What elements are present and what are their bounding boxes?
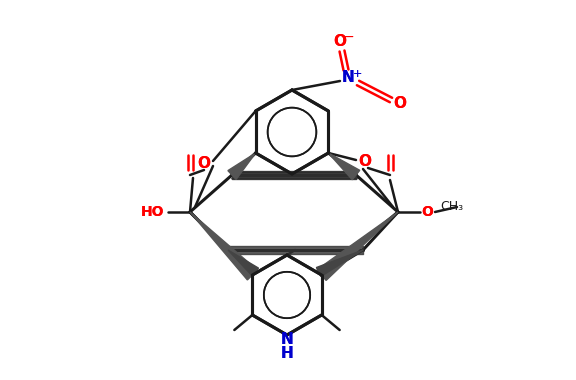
Polygon shape: [317, 212, 398, 280]
Text: −: −: [344, 30, 354, 43]
Text: H: H: [281, 345, 293, 361]
Text: N: N: [281, 332, 293, 347]
Text: N: N: [281, 332, 293, 347]
Text: N: N: [342, 71, 354, 86]
Text: −: −: [344, 30, 354, 43]
Text: CH₃: CH₃: [441, 201, 464, 214]
Text: HO: HO: [140, 205, 164, 219]
Text: +: +: [353, 69, 362, 79]
Polygon shape: [316, 250, 363, 277]
Text: N: N: [342, 71, 354, 86]
Text: O: O: [358, 155, 372, 169]
Text: H: H: [281, 345, 293, 361]
Text: +: +: [353, 69, 362, 79]
Text: O: O: [358, 155, 372, 169]
Text: O: O: [334, 35, 347, 49]
Polygon shape: [228, 250, 259, 276]
Text: O: O: [393, 95, 407, 111]
Polygon shape: [228, 153, 256, 179]
Text: O: O: [393, 95, 407, 111]
Text: O: O: [198, 155, 210, 171]
Text: O: O: [421, 205, 433, 219]
Text: O: O: [421, 205, 433, 219]
Polygon shape: [328, 153, 360, 180]
Text: O: O: [334, 35, 347, 49]
Text: HO: HO: [140, 205, 164, 219]
Polygon shape: [190, 212, 257, 280]
Text: O: O: [198, 155, 210, 171]
